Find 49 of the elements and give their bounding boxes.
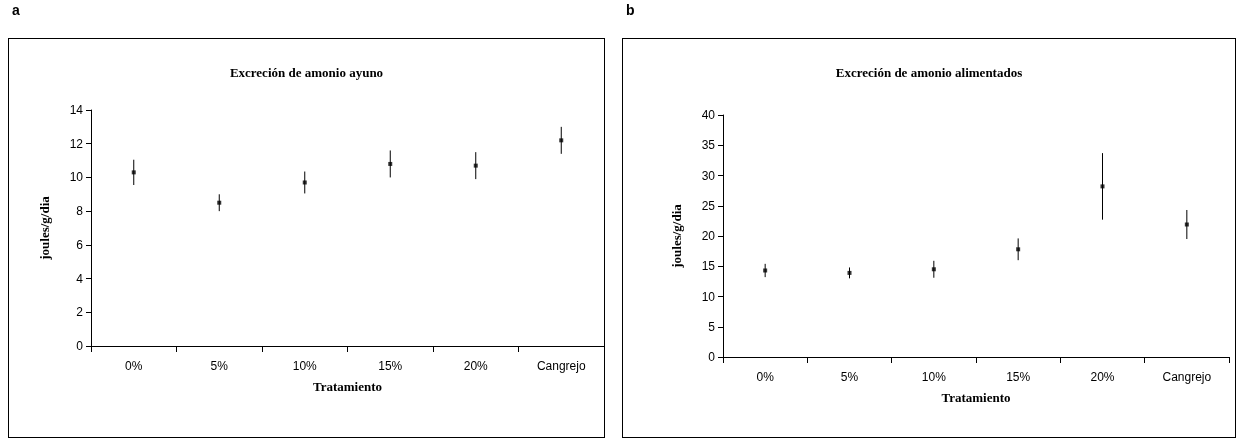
y-tick-label: 0 <box>708 350 716 364</box>
point <box>217 200 222 205</box>
text: b <box>626 2 635 18</box>
x-tick-label: 0% <box>125 359 143 373</box>
chart-title: Excreción de amonio alimentados <box>835 65 1023 80</box>
text: a <box>12 2 20 18</box>
y-tick-label: 14 <box>69 103 84 117</box>
y-tick-label: 12 <box>69 136 84 151</box>
y-tick-label: 4 <box>76 271 84 286</box>
x-tick-label: 15% <box>378 359 403 373</box>
point <box>131 170 136 175</box>
point <box>559 138 564 143</box>
point <box>388 161 393 166</box>
x-tick-label: 5% <box>840 370 859 384</box>
x-tick-label: 5% <box>210 359 229 373</box>
x-tick-label: 20% <box>463 359 489 373</box>
x-tick-label: 10% <box>921 370 947 384</box>
x-tick-label: Cangrejo <box>1162 370 1212 384</box>
x-tick-label: Cangrejo <box>536 359 586 373</box>
chart-title: Excreción de amonio ayuno <box>229 65 384 80</box>
x-tick-label: 10% <box>292 359 318 373</box>
x-tick-label: 0% <box>756 370 775 384</box>
y-tick-label: 8 <box>76 204 84 219</box>
y-tick-label: 20 <box>701 229 716 243</box>
y-tick-label: 35 <box>701 138 716 153</box>
y-tick-label: 6 <box>76 237 84 252</box>
point <box>847 270 852 275</box>
x-axis-title: Tratamiento <box>312 379 383 394</box>
x-tick-label: 20% <box>1090 370 1115 384</box>
point <box>1184 222 1189 227</box>
y-axis-title: joules/g/dia <box>669 203 684 269</box>
y-tick-label: 5 <box>708 319 716 334</box>
y-tick-label: 10 <box>69 170 84 185</box>
y-tick-label: 2 <box>76 305 84 320</box>
y-tick-label: 0 <box>76 339 84 353</box>
point <box>931 267 936 272</box>
y-tick-label: 30 <box>701 168 716 183</box>
x-axis-title: Tratamiento <box>941 390 1011 405</box>
y-tick-label: 40 <box>701 108 716 122</box>
point <box>763 268 768 273</box>
x-tick-label: 15% <box>1006 370 1031 384</box>
point <box>302 180 307 185</box>
point <box>1016 247 1021 252</box>
y-tick-label: 10 <box>701 289 716 304</box>
y-axis-title: joules/g/dia <box>37 195 52 261</box>
y-tick-label: 15 <box>701 259 716 274</box>
point <box>473 163 478 168</box>
y-tick-label: 25 <box>701 198 716 213</box>
point <box>1100 184 1105 189</box>
